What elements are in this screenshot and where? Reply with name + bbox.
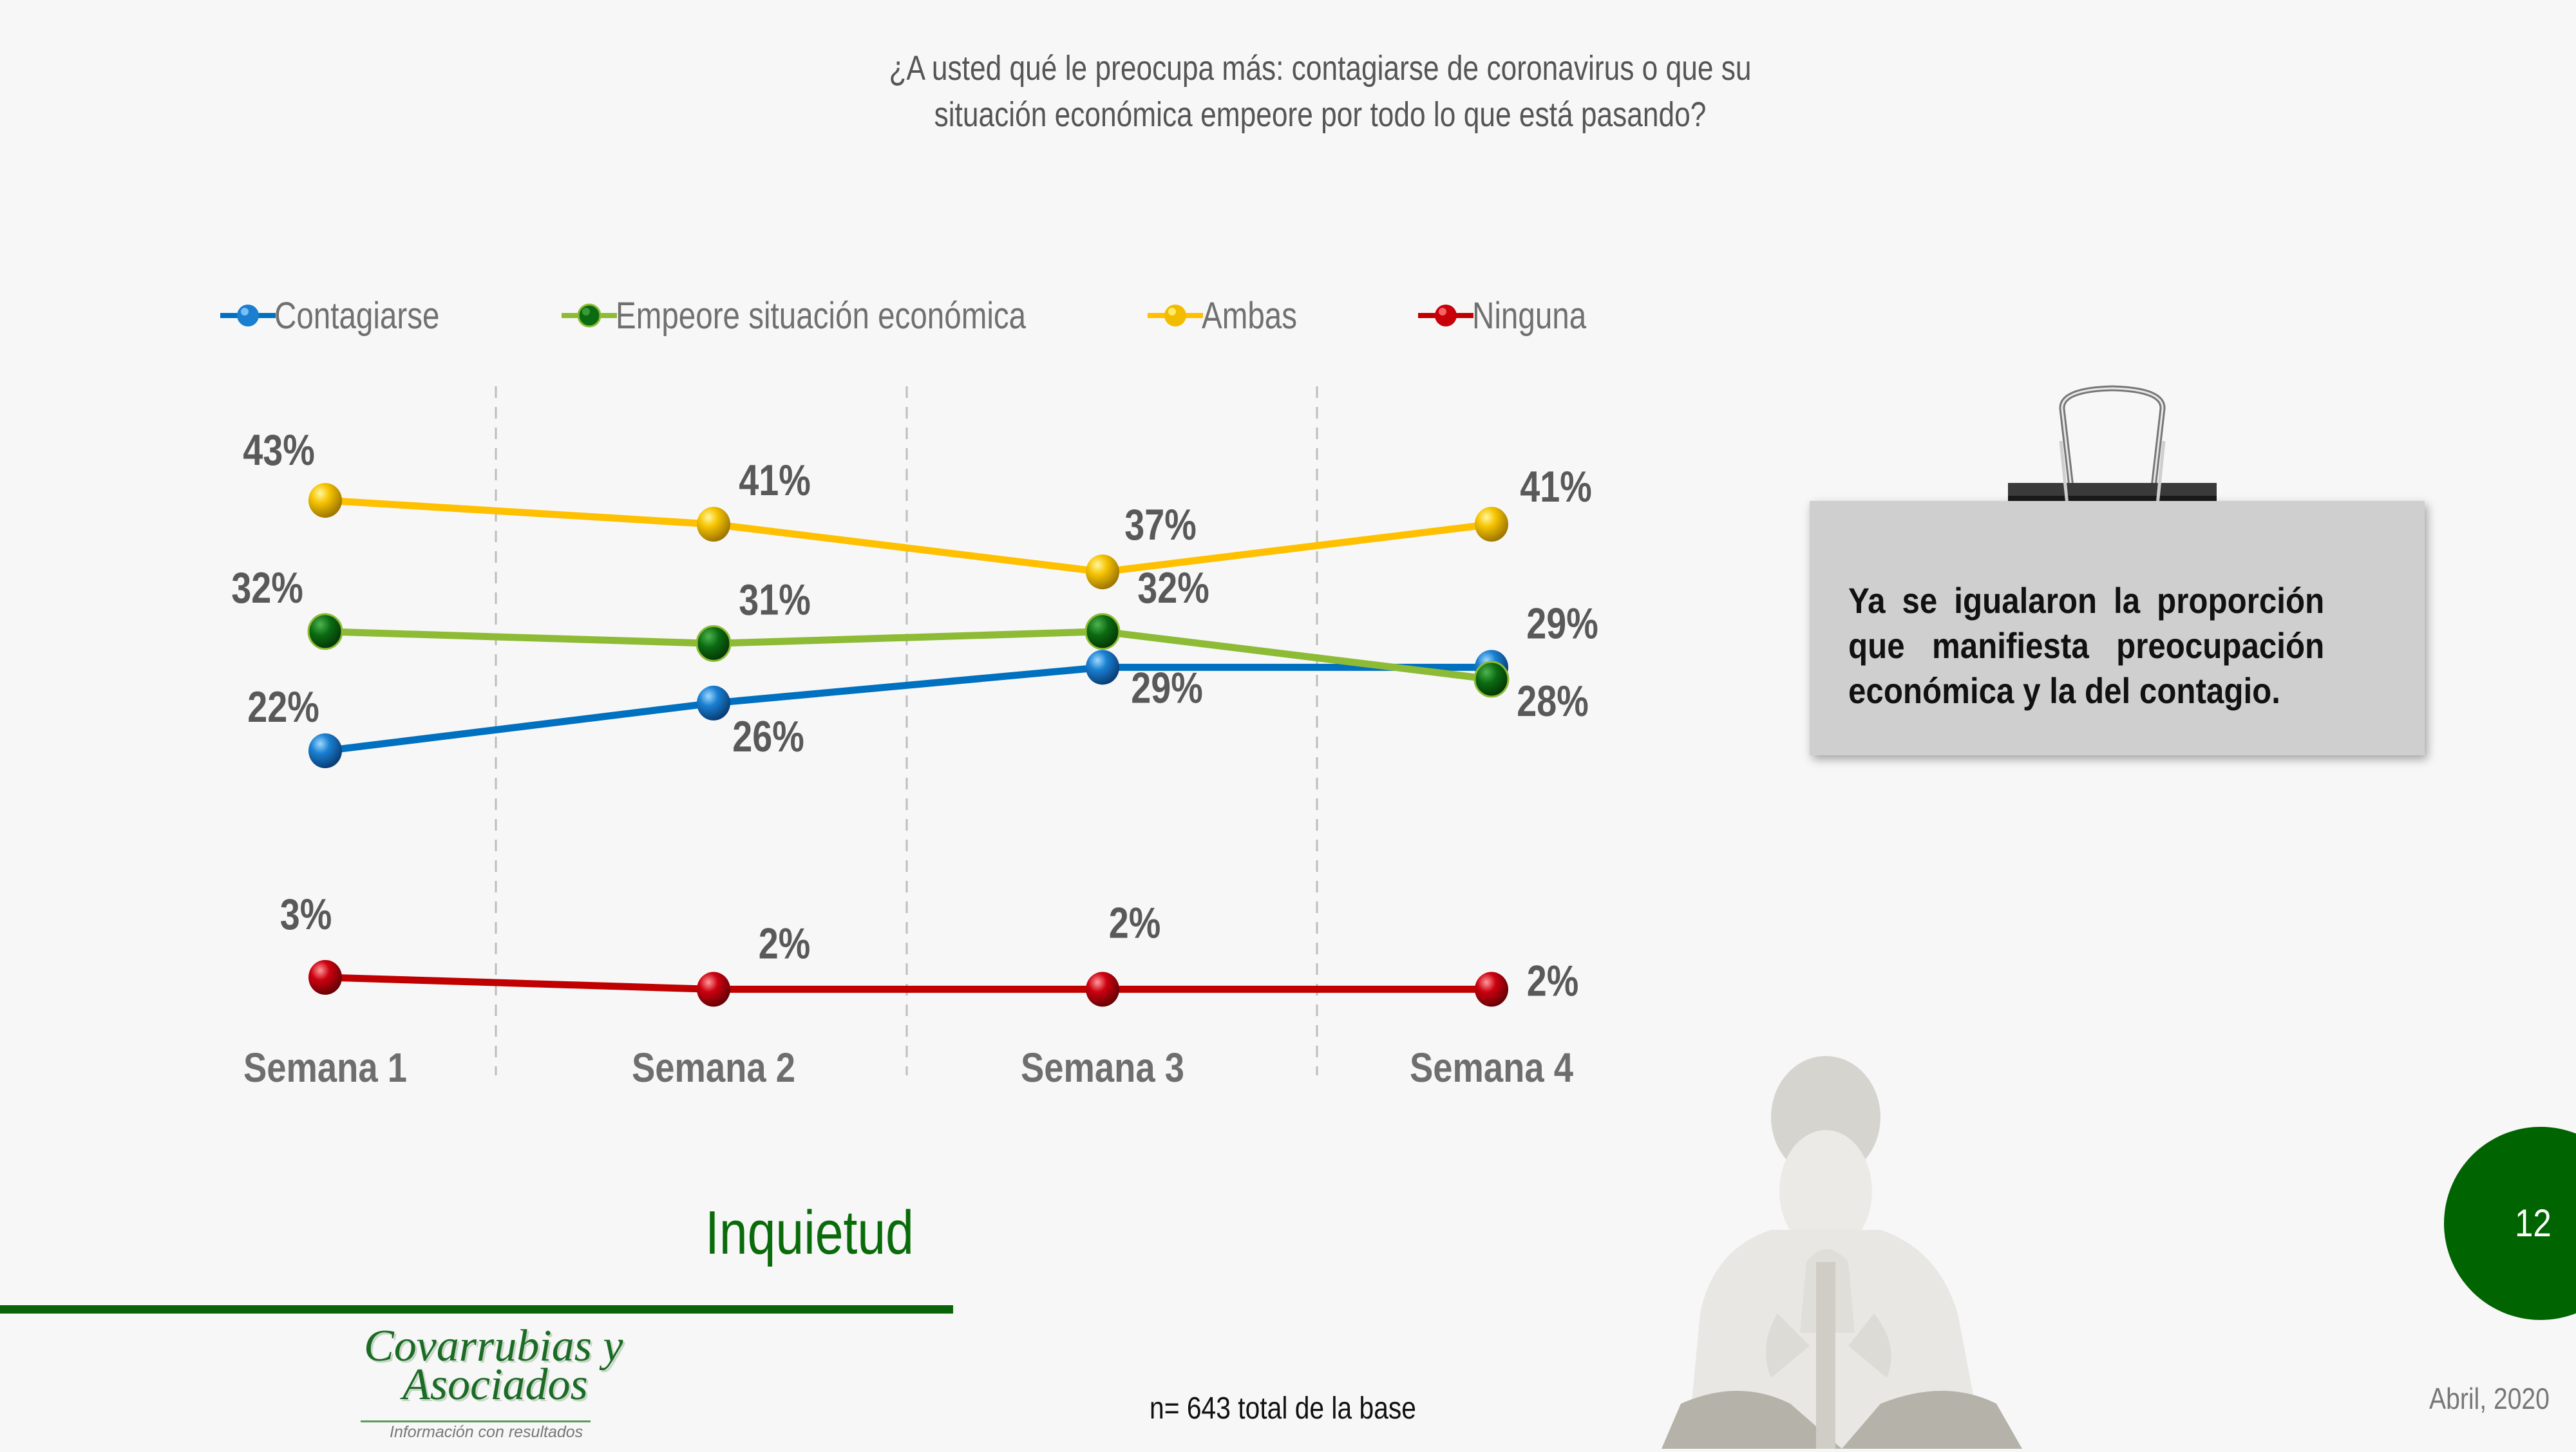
company-logo: Covarrubias y Asociados Información con … [357,1324,623,1441]
legend-label: Ninguna [1472,294,1587,337]
series-line-ambas [325,496,1492,576]
data-label-ninguna: 3% [280,891,332,939]
data-label-empeore: 31% [739,576,811,624]
yellow-sphere-marker-icon [1148,305,1203,326]
page-number-badge [2444,1127,2576,1320]
data-point-ninguna [308,959,342,995]
data-point-empeore [1084,613,1121,650]
legend-label: Ambas [1202,294,1298,337]
legend-item-ninguna: Ninguna [1417,293,1611,338]
data-point-empeore [696,625,732,662]
legend-item-empeore: Empeore situación económica [560,293,1116,338]
legend-item-ambas: Ambas [1146,293,1318,338]
logo-line-2: Asociados [402,1360,588,1410]
question-line-2: situación económica empeore por todo lo … [934,95,1707,134]
red-sphere-marker-icon [1418,305,1473,326]
data-point-contagiarse [1086,650,1119,685]
data-point-ambas [308,483,342,518]
data-point-ambas [1475,507,1508,542]
data-label-contagiarse: 26% [732,713,804,761]
insight-note: Ya se igualaron la proporción que manifi… [1810,501,2425,755]
data-label-ambas: 41% [739,457,811,505]
data-point-ninguna [1475,972,1508,1007]
green-sphere-marker-icon [562,303,617,328]
x-tick-label: Semana 1 [243,1044,407,1091]
data-label-ninguna: 2% [759,919,811,968]
data-point-ambas [1086,554,1119,590]
x-tick-label: Semana 3 [1021,1044,1184,1091]
data-point-contagiarse [697,685,730,721]
question-line-1: ¿A usted qué le preocupa más: contagiars… [889,49,1752,88]
section-divider [0,1305,953,1314]
x-tick-label: Semana 4 [1410,1044,1573,1091]
data-label-contagiarse: 29% [1526,599,1598,648]
data-label-empeore: 32% [231,564,303,612]
blue-sphere-marker-icon [220,305,276,326]
data-label-ambas: 41% [1520,463,1592,511]
data-point-ninguna [697,972,730,1007]
series-line-empeore [325,628,1492,683]
chart-question: ¿A usted qué le preocupa más: contagiars… [845,45,1795,138]
data-point-contagiarse [1475,650,1508,685]
series-line-contagiarse [325,663,1492,755]
data-label-ambas: 37% [1124,501,1197,549]
sample-size-note: n= 643 total de la base [1150,1391,1417,1426]
logo-tagline: Información con resultados [390,1423,583,1441]
worried-man-photo [1662,1043,2022,1449]
data-label-contagiarse: 29% [1131,664,1203,712]
data-point-empeore [1473,661,1510,698]
data-point-contagiarse [308,733,342,768]
section-title: Inquietud [705,1198,914,1267]
insight-note-text: Ya se igualaron la proporción que manifi… [1848,580,2325,711]
report-date: Abril, 2020 [2429,1382,2550,1415]
logo-line-1: Covarrubias y [364,1321,623,1371]
page-number: 12 [2515,1202,2552,1245]
data-label-ambas: 43% [243,426,315,475]
data-label-empeore: 28% [1517,677,1589,726]
x-tick-label: Semana 2 [632,1044,795,1091]
data-point-ninguna [1086,972,1119,1007]
legend-item-contagiarse: Contagiarse [219,293,476,338]
legend-label: Contagiarse [274,294,440,337]
data-label-ninguna: 2% [1109,899,1161,947]
data-point-ambas [697,507,730,542]
legend-label: Empeore situación económica [616,294,1027,337]
data-point-empeore [307,613,343,650]
data-label-ninguna: 2% [1527,957,1579,1005]
data-label-empeore: 32% [1137,564,1209,612]
data-label-contagiarse: 22% [247,683,319,731]
series-line-ninguna [325,974,1492,993]
logo-rule [361,1420,591,1422]
